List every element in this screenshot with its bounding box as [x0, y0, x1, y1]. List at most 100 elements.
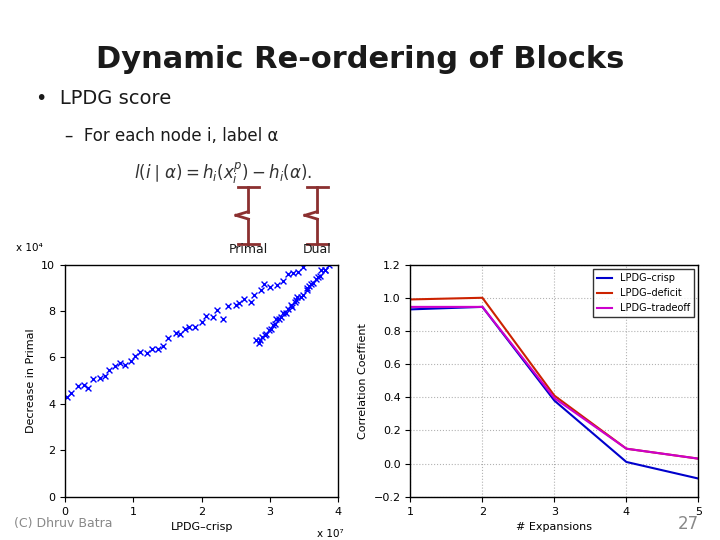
LPDG–deficit [478, 294, 487, 301]
Y-axis label: Decrease in Primal: Decrease in Primal [25, 328, 35, 433]
Point [217, 314, 228, 323]
Point [287, 302, 298, 311]
Text: (C) Dhruv Batra: (C) Dhruv Batra [14, 517, 113, 530]
Point [307, 279, 318, 287]
X-axis label: LPDG–crisp: LPDG–crisp [171, 522, 233, 532]
Text: x 10⁴: x 10⁴ [16, 243, 42, 253]
Point [310, 275, 322, 284]
LPDG–tradeoff [622, 446, 631, 452]
Point [267, 320, 279, 329]
Point [271, 280, 283, 289]
Line: LPDG–crisp: LPDG–crisp [410, 307, 698, 478]
Point [286, 301, 297, 309]
Point [103, 366, 114, 374]
LPDG–deficit [550, 393, 559, 399]
LPDG–crisp [478, 303, 487, 310]
Point [266, 325, 277, 333]
Point [61, 393, 73, 401]
Point [277, 276, 289, 285]
Legend: LPDG–crisp, LPDG–deficit, LPDG–tradeoff: LPDG–crisp, LPDG–deficit, LPDG–tradeoff [593, 269, 693, 317]
Point [301, 284, 312, 293]
Point [291, 295, 302, 304]
Point [287, 268, 299, 277]
Point [269, 320, 281, 328]
Point [277, 308, 289, 317]
Point [170, 329, 181, 338]
Text: Dynamic Re-ordering of Blocks: Dynamic Re-ordering of Blocks [96, 45, 624, 74]
Point [293, 268, 305, 277]
Point [253, 339, 265, 347]
Point [184, 323, 195, 332]
Point [258, 331, 270, 340]
Point [230, 301, 241, 309]
Point [315, 266, 327, 274]
LPDG–crisp [406, 306, 415, 313]
Point [256, 332, 268, 341]
Point [162, 333, 174, 342]
LPDG–tradeoff [406, 303, 415, 310]
Text: –  For each node i, label α: – For each node i, label α [65, 127, 278, 145]
Point [153, 345, 164, 353]
Point [297, 262, 308, 271]
Point [274, 315, 285, 324]
Point [246, 298, 257, 307]
Point [319, 265, 330, 274]
Point [323, 260, 334, 269]
Point [280, 309, 292, 318]
Point [78, 381, 90, 389]
Point [109, 362, 121, 370]
Point [238, 295, 249, 304]
Point [94, 374, 106, 383]
Point [87, 375, 99, 383]
Text: •  LPDG score: • LPDG score [36, 89, 171, 109]
LPDG–tradeoff [694, 455, 703, 462]
Point [304, 282, 315, 291]
Point [264, 326, 275, 334]
LPDG–crisp [550, 397, 559, 404]
Point [99, 372, 111, 381]
Point [82, 384, 94, 393]
LPDG–tradeoff [478, 303, 487, 310]
Point [196, 318, 207, 326]
Point [114, 359, 125, 368]
Point [211, 306, 222, 314]
Point [295, 293, 307, 301]
Point [282, 270, 294, 279]
Point [271, 314, 282, 323]
Text: Dual: Dual [303, 243, 332, 256]
LPDG–deficit [622, 446, 631, 452]
Point [289, 298, 300, 306]
Point [72, 382, 84, 390]
Point [248, 291, 260, 299]
Point [120, 361, 131, 370]
Point [312, 273, 324, 281]
Point [276, 312, 287, 321]
Point [157, 342, 168, 350]
Point [125, 356, 137, 365]
Point [66, 389, 77, 397]
Point [129, 352, 140, 361]
LPDG–crisp [622, 458, 631, 465]
Line: LPDG–tradeoff: LPDG–tradeoff [410, 307, 698, 458]
Text: 27: 27 [678, 515, 698, 533]
Point [297, 291, 309, 299]
Line: LPDG–deficit: LPDG–deficit [410, 298, 698, 458]
Text: x 10⁷: x 10⁷ [318, 529, 344, 539]
Point [282, 305, 294, 313]
Point [301, 286, 312, 294]
Point [258, 280, 270, 288]
Point [315, 272, 326, 280]
Point [174, 330, 185, 339]
Point [265, 282, 276, 291]
Point [179, 324, 191, 333]
Point [207, 313, 218, 321]
Text: Primal: Primal [229, 243, 268, 256]
Point [189, 323, 201, 332]
Point [146, 345, 158, 354]
Point [135, 347, 146, 356]
Point [256, 286, 267, 294]
Point [319, 265, 330, 274]
Point [233, 299, 245, 308]
Point [251, 336, 262, 345]
Point [292, 292, 303, 301]
